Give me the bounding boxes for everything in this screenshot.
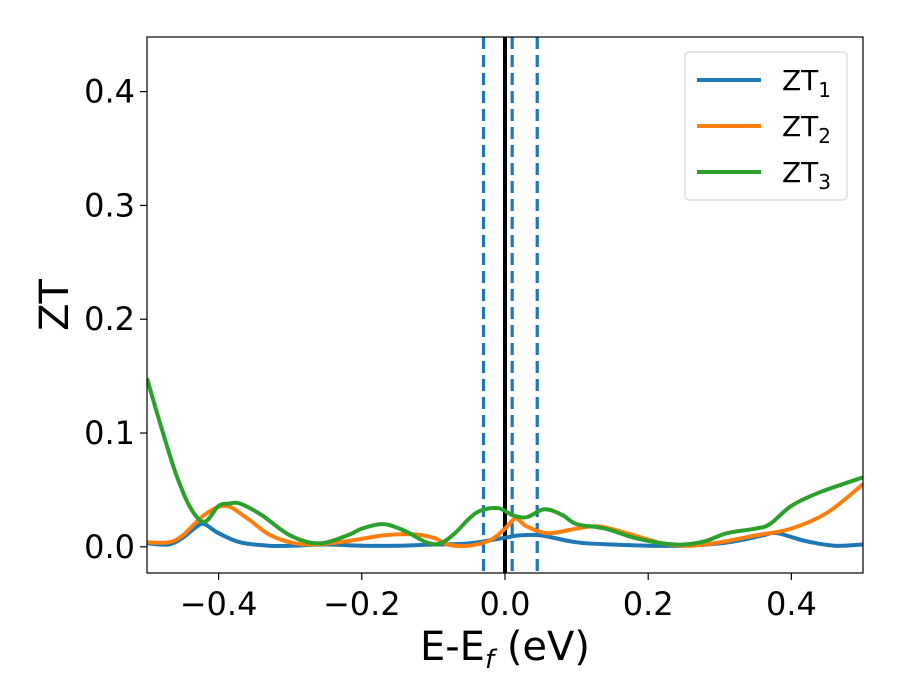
series-line-zt3 — [147, 377, 863, 547]
legend-label-zt3: ZT3 — [782, 156, 831, 194]
y-tick-label: 0.4 — [84, 73, 135, 111]
y-tick-label: 0.2 — [84, 300, 135, 338]
x-axis-title-unit: (eV) — [494, 624, 590, 670]
series-line-zt2 — [147, 482, 863, 549]
x-tick-label: 0.0 — [480, 585, 531, 623]
x-tick-label: 0.2 — [623, 585, 674, 623]
legend-label-zt2: ZT2 — [782, 110, 831, 148]
y-tick-label: 0.1 — [84, 414, 135, 452]
legend-label-zt1: ZT1 — [782, 64, 831, 102]
x-axis-title: E-Ef (eV) — [420, 624, 590, 675]
x-tick-label: −0.4 — [180, 585, 258, 623]
x-tick-label: 0.4 — [766, 585, 817, 623]
plot-layer — [147, 37, 863, 573]
legend: ZT1 ZT2 ZT3 — [684, 51, 848, 201]
y-tick-label: 0.0 — [84, 528, 135, 566]
x-tick-label: −0.2 — [323, 585, 401, 623]
y-tick-label: 0.3 — [84, 186, 135, 224]
x-axis-title-main: E-E — [420, 624, 485, 670]
y-axis-title: ZT — [32, 279, 78, 331]
legend-box — [684, 51, 848, 201]
tick-layer: −0.4 −0.2 0.0 0.2 0.4 0.0 0.1 0.2 0.3 0.4 — [84, 73, 817, 623]
